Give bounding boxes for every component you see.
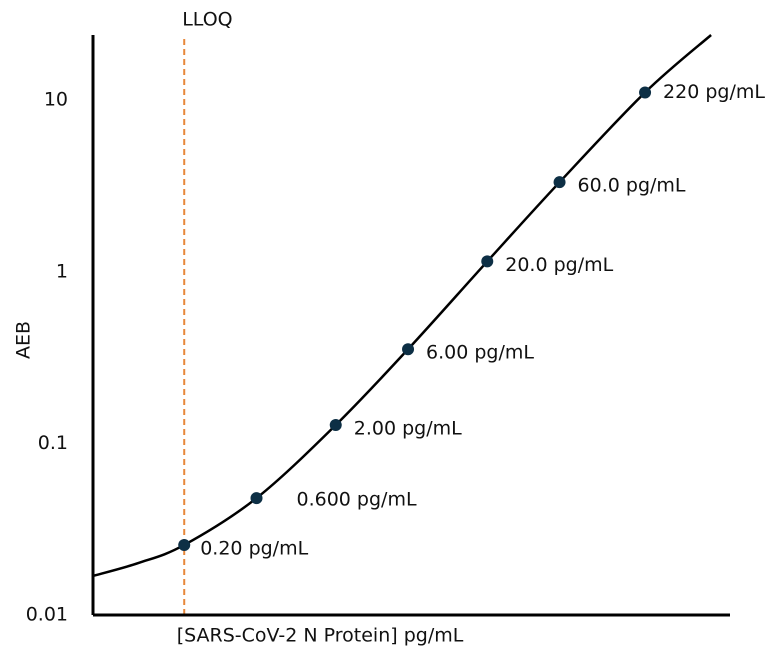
data-point (553, 176, 566, 189)
y-axis-label: AEB (13, 321, 35, 359)
y-tick-label: 0.1 (38, 432, 68, 454)
y-tick-label: 1 (56, 260, 68, 282)
point-label: 220 pg/mL (663, 81, 765, 103)
data-point (329, 419, 342, 432)
point-label: 2.00 pg/mL (354, 418, 462, 440)
data-point (178, 538, 191, 551)
y-tick-label: 0.01 (26, 604, 68, 626)
y-tick-label: 10 (44, 89, 68, 111)
point-label: 6.00 pg/mL (426, 342, 534, 364)
data-point (402, 343, 415, 356)
data-point (639, 86, 652, 99)
point-label: 60.0 pg/mL (578, 175, 686, 197)
x-axis-label: [SARS-CoV-2 N Protein] pg/mL (177, 625, 464, 647)
point-label: 20.0 pg/mL (505, 254, 613, 276)
point-label: 0.20 pg/mL (200, 537, 308, 559)
lloq-label: LLOQ (182, 9, 232, 31)
point-label: 0.600 pg/mL (297, 489, 417, 511)
data-point (481, 255, 494, 268)
data-point (250, 492, 263, 505)
